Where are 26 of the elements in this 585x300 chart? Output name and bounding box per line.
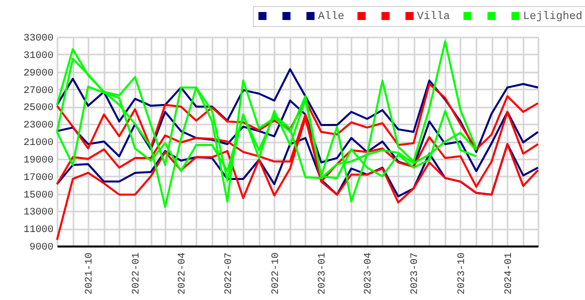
legend-label: Lejlighed: [523, 10, 582, 23]
y-tick-label: 13000: [23, 208, 54, 219]
x-tick-label: 2022-04: [177, 252, 188, 295]
y-tick-label: 25000: [23, 103, 54, 114]
x-tick-label: 2023-04: [364, 252, 375, 295]
y-tick-label: 21000: [23, 138, 54, 149]
x-tick-label: 2023-07: [410, 252, 422, 295]
y-tick-label: 31000: [23, 50, 54, 62]
x-tick-label: 2024-01: [504, 252, 515, 295]
y-tick-label: 19000: [23, 155, 54, 166]
legend-label: Villa: [417, 10, 450, 23]
y-tick-label: 23000: [23, 120, 54, 132]
y-tick-label: 27000: [23, 86, 54, 97]
x-tick-label: 2022-10: [270, 252, 282, 295]
x-tick-label: 2023-10: [456, 252, 468, 295]
x-tick-label: 2021-10: [84, 252, 96, 295]
legend-label: Alle: [318, 10, 344, 23]
y-tick-label: 15000: [23, 190, 54, 202]
y-tick-label: 29000: [23, 68, 54, 80]
x-tick-label: 2023-01: [318, 252, 329, 295]
y-tick-label: 17000: [23, 172, 54, 184]
y-tick-label: 33000: [23, 34, 54, 44]
y-tick-label: 9000: [29, 242, 54, 254]
x-tick-label: 2022-07: [224, 252, 235, 295]
y-tick-label: 11000: [23, 225, 54, 236]
x-tick-label: 2022-01: [132, 252, 143, 295]
